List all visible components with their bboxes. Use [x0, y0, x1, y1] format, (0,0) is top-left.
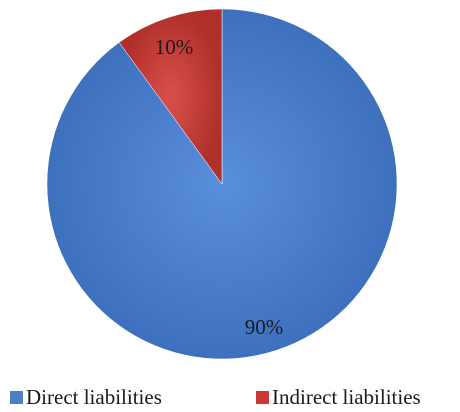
pie-slices	[46, 8, 398, 360]
legend-item-direct-liabilities: Direct liabilities	[10, 384, 162, 410]
data-label-indirect-liabilities: 10%	[155, 35, 194, 59]
legend-label-indirect-liabilities: Indirect liabilities	[272, 385, 421, 409]
data-label-direct-liabilities: 90%	[245, 315, 284, 339]
legend-swatch-indirect-liabilities	[256, 390, 269, 404]
legend-swatch-direct-liabilities	[10, 390, 23, 404]
legend: Direct liabilities Indirect liabilities	[0, 384, 460, 410]
legend-item-indirect-liabilities: Indirect liabilities	[256, 384, 421, 410]
pie-slice-indirect-liabilities	[118, 8, 223, 185]
legend-label-direct-liabilities: Direct liabilities	[26, 385, 162, 409]
pie-data-labels: 90% 10%	[155, 35, 284, 339]
